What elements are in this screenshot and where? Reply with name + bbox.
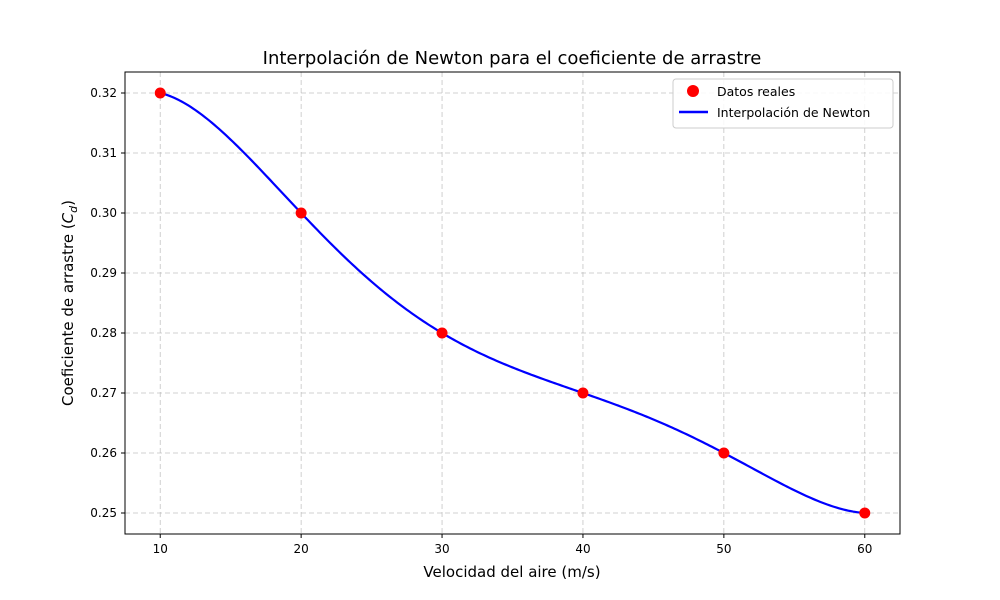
y-axis-label-symbol: C: [59, 212, 77, 223]
y-tick-label: 0.26: [90, 446, 117, 460]
y-axis-label-subscript: d: [67, 205, 80, 213]
grid-layer: [125, 72, 900, 534]
y-axis-label-main: Coeficiente de arrastre (: [59, 223, 77, 406]
chart-title: Interpolación de Newton para el coeficie…: [263, 48, 762, 69]
y-tick-label: 0.25: [90, 506, 117, 520]
x-tick-label: 60: [857, 542, 872, 556]
y-axis-ticks: 0.25 0.26 0.27 0.28 0.29 0.30 0.31 0.32: [90, 86, 125, 520]
x-tick-label: 30: [434, 542, 449, 556]
data-point: [295, 207, 307, 219]
y-axis-label-close: ): [59, 200, 77, 206]
data-point: [577, 387, 589, 399]
data-point: [154, 87, 166, 99]
legend-box: [672, 78, 894, 129]
y-tick-label: 0.31: [90, 146, 117, 160]
legend-marker-datos-reales: [687, 85, 699, 97]
y-tick-label: 0.29: [90, 266, 117, 280]
legend-label-interpolacion: Interpolación de Newton: [717, 105, 870, 120]
data-point: [718, 447, 730, 459]
data-point: [436, 327, 448, 339]
x-tick-label: 20: [293, 542, 308, 556]
legend: Datos reales Interpolación de Newton: [672, 78, 894, 129]
y-tick-label: 0.27: [90, 386, 117, 400]
y-tick-label: 0.28: [90, 326, 117, 340]
plot-frame: [124, 71, 901, 535]
x-axis-ticks: 10 20 30 40 50 60: [153, 534, 872, 556]
x-tick-label: 40: [575, 542, 590, 556]
newton-interpolation-line: [159, 91, 865, 515]
y-tick-label: 0.32: [90, 86, 117, 100]
x-axis-label: Velocidad del aire (m/s): [423, 563, 600, 581]
legend-label-datos-reales: Datos reales: [717, 84, 795, 99]
x-tick-label: 50: [716, 542, 731, 556]
data-point: [859, 507, 871, 519]
y-axis-label: Coeficiente de arrastre (Cd): [59, 200, 80, 406]
y-tick-label: 0.30: [90, 206, 117, 220]
point-layer: [154, 87, 871, 519]
curve-layer: [159, 91, 865, 515]
x-tick-label: 10: [153, 542, 168, 556]
